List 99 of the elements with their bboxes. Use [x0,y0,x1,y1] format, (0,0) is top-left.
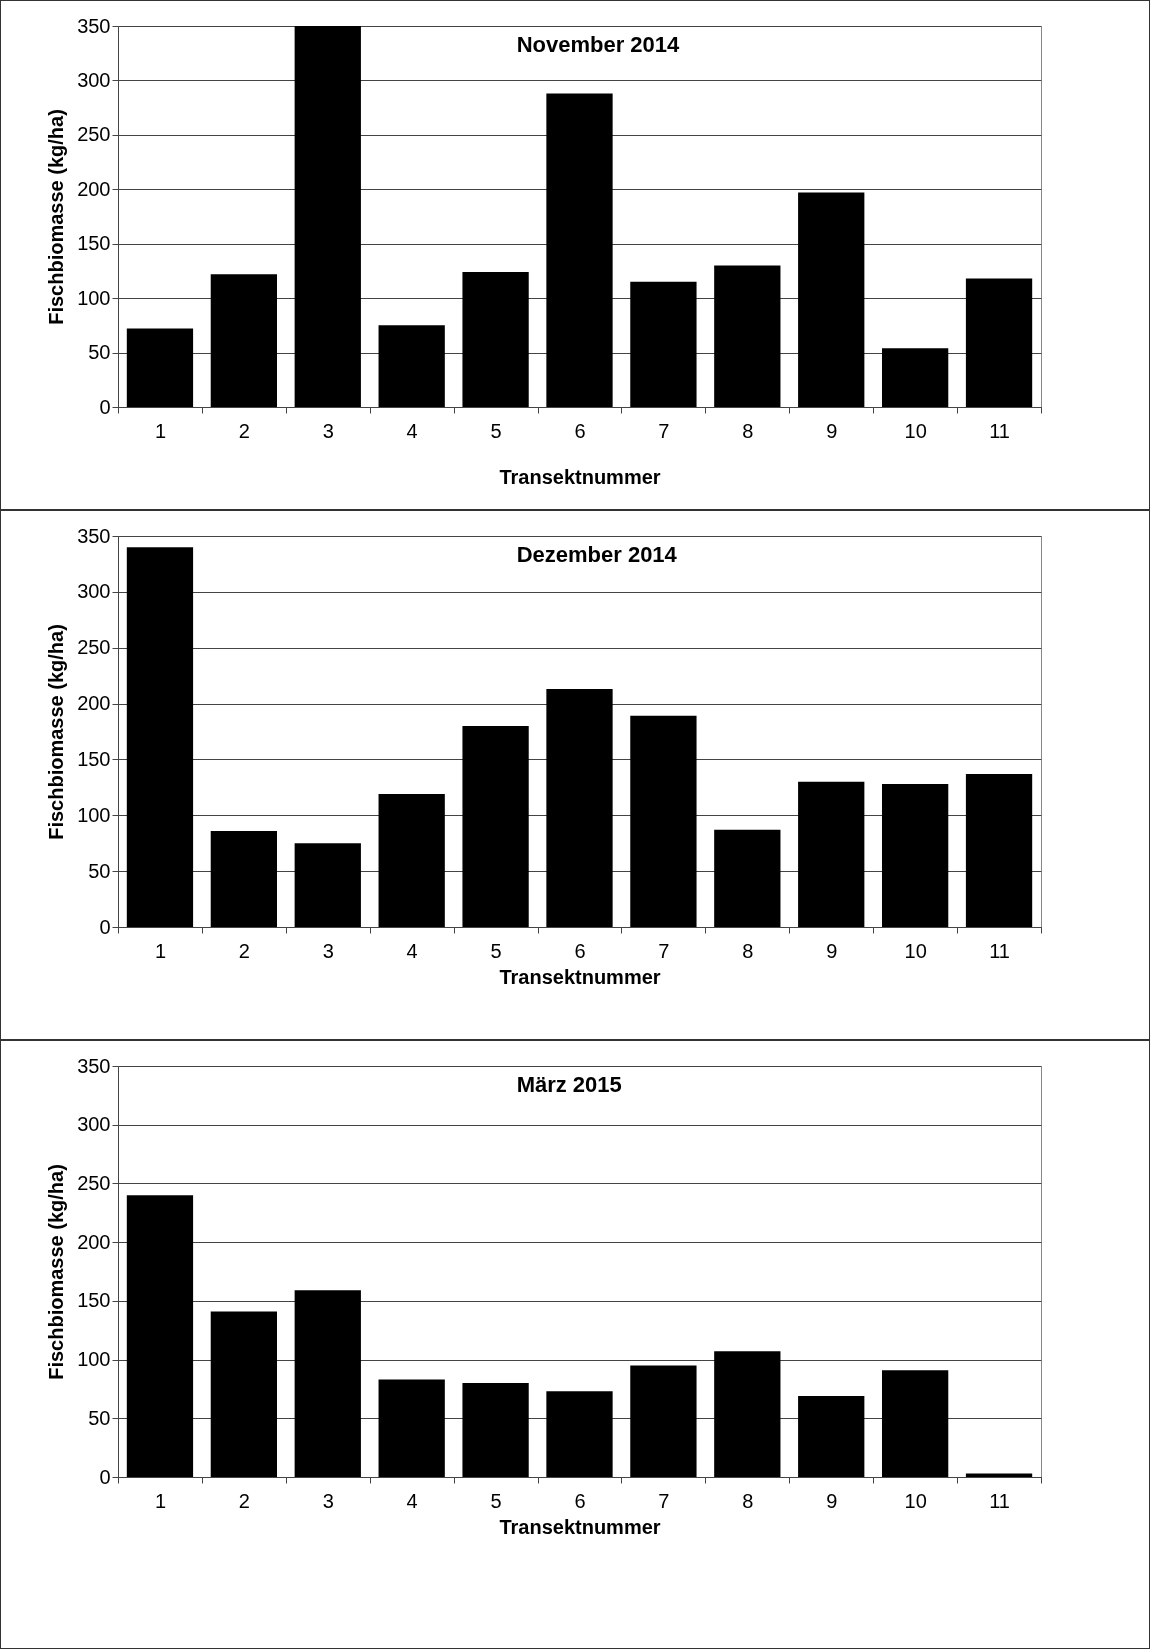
x-tick-label: 10 [904,419,927,442]
y-tick-label: 50 [88,1406,111,1429]
bar [210,1311,278,1477]
bar [210,830,278,927]
x-tick-label: 9 [826,419,838,442]
bar [210,274,278,407]
chart-title: Dezember 2014 [516,542,678,567]
y-tick-label: 100 [77,286,111,309]
bar [294,1290,361,1477]
x-tick-label: 1 [154,939,167,962]
chart-title: November 2014 [516,32,681,57]
y-tick-label: 150 [77,1289,111,1312]
x-tick-label: 3 [322,939,334,962]
bar [294,843,361,927]
bar [630,1365,697,1477]
chart-title: März 2015 [516,1072,622,1097]
bar [462,1383,529,1477]
bar [798,781,865,927]
x-tick-label: 7 [658,1489,670,1512]
y-tick-label: 150 [77,232,111,255]
bar [546,93,613,407]
y-tick-label: 250 [77,1171,111,1194]
y-tick-label: 300 [77,580,111,603]
x-tick-label: 6 [574,939,586,962]
bar [714,265,781,407]
y-tick-label: 50 [88,859,111,882]
bar [126,547,194,927]
bar [546,1391,613,1477]
y-tick-label: 350 [77,1054,111,1077]
bar [965,278,1033,407]
bar [714,829,781,927]
x-tick-label: 8 [742,939,754,962]
x-tick-label: 2 [238,939,250,962]
y-axis-title: Fischbiomasse (kg/ha) [45,1164,68,1380]
x-tick-label: 5 [490,419,502,442]
y-tick-label: 250 [77,123,111,146]
x-tick-label: 10 [904,1489,927,1512]
x-tick-label: 3 [322,419,334,442]
bar [881,348,949,407]
x-tick-label: 1 [154,1489,167,1512]
x-tick-label: 4 [406,939,418,962]
x-tick-label: 9 [826,939,838,962]
y-tick-label: 200 [77,1230,111,1253]
bar [462,272,529,407]
bar [462,725,529,927]
bar [798,192,865,407]
y-tick-label: 50 [88,341,111,364]
x-tick-label: 11 [989,939,1010,962]
x-tick-label: 3 [322,1489,334,1512]
y-axis-title: Fischbiomasse (kg/ha) [45,624,68,840]
bar [881,784,949,927]
y-tick-label: 200 [77,692,111,715]
x-axis-title: Transektnummer [499,1515,661,1538]
y-tick-label: 100 [77,1348,111,1371]
x-axis-title: Transektnummer [499,965,661,988]
y-axis-title: Fischbiomasse (kg/ha) [45,109,68,325]
y-tick-label: 350 [77,524,111,547]
y-tick-label: 100 [77,803,111,826]
y-tick-label: 0 [99,915,111,938]
y-tick-label: 0 [99,1465,111,1488]
x-tick-label: 10 [904,939,927,962]
bar [378,794,445,927]
bar [126,1195,194,1477]
x-tick-label: 11 [989,419,1010,442]
bar [881,1370,949,1477]
bar [714,1351,781,1477]
x-tick-label: 4 [406,419,418,442]
bar [378,325,445,407]
x-tick-label: 9 [826,1489,838,1512]
x-tick-label: 8 [742,419,754,442]
bar [630,281,697,407]
x-tick-label: 8 [742,1489,754,1512]
bar [965,1473,1033,1477]
x-tick-label: 5 [490,939,502,962]
bar [965,773,1033,927]
y-tick-label: 300 [77,1113,111,1136]
x-tick-label: 6 [574,1489,586,1512]
bar [378,1379,445,1477]
bar [126,328,194,407]
x-tick-label: 2 [238,1489,250,1512]
bar [630,715,697,927]
x-tick-label: 5 [490,1489,502,1512]
x-axis-title: Transektnummer [499,465,661,488]
y-tick-label: 350 [77,14,111,37]
y-tick-label: 300 [77,68,111,91]
y-tick-label: 0 [99,395,111,418]
y-tick-label: 150 [77,747,111,770]
bar [546,689,613,927]
x-tick-label: 6 [574,419,586,442]
x-tick-label: 7 [658,939,670,962]
x-tick-label: 11 [989,1489,1010,1512]
x-tick-label: 2 [238,419,250,442]
x-tick-label: 1 [154,419,167,442]
bar [294,26,361,407]
x-tick-label: 7 [658,419,670,442]
bar [798,1395,865,1477]
y-tick-label: 200 [77,177,111,200]
x-tick-label: 4 [406,1489,418,1512]
y-tick-label: 250 [77,636,111,659]
